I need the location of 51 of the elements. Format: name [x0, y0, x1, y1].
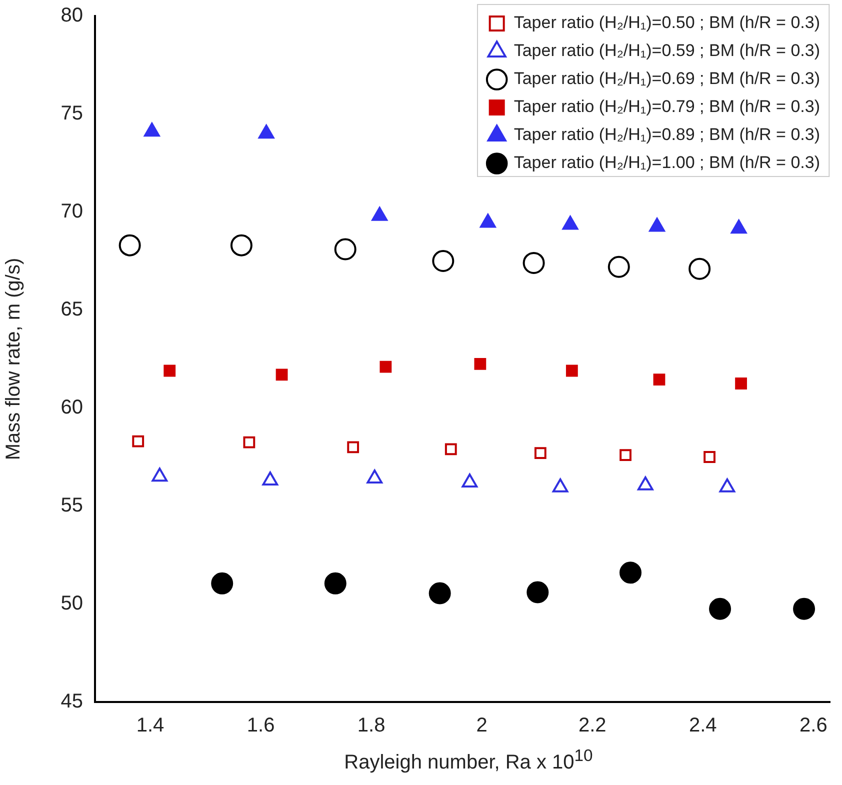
point — [132, 435, 144, 448]
x-tick-label: 2.4 — [688, 714, 717, 737]
point — [608, 256, 630, 278]
legend-label: Taper ratio (H₂/H₁)=1.00 ; BM (h/R = 0.3) — [514, 153, 820, 172]
point — [444, 443, 457, 456]
legend-label: Taper ratio (H₂/H₁)=0.50 ; BM (h/R = 0.3) — [514, 13, 820, 32]
point — [620, 449, 632, 461]
x-tick-label: 1.6 — [246, 714, 275, 737]
x-tick-label: 1.8 — [357, 714, 386, 737]
x-tick-label: 2.6 — [800, 714, 828, 737]
y-tick-label: 75 — [60, 102, 83, 125]
point — [653, 374, 666, 386]
point — [735, 378, 747, 390]
point — [522, 252, 545, 274]
point — [534, 447, 546, 460]
point — [688, 258, 711, 280]
x-axis-title: Rayleigh number, Ra x 10$^{10}$ — [343, 746, 594, 775]
legend-label: Taper ratio (H₂/H₁)=0.79 ; BM (h/R = 0.3) — [514, 97, 820, 116]
y-tick-label: 50 — [60, 592, 83, 615]
point — [474, 358, 486, 370]
y-tick-label: 65 — [60, 298, 83, 321]
y-tick-label: 45 — [60, 690, 83, 713]
point — [704, 451, 716, 463]
point — [211, 572, 234, 594]
legend-label: Taper ratio (H₂/H₁)=0.59 ; BM (h/R = 0.3) — [514, 41, 820, 60]
y-axis-title: Mass flow rate, m (g/s) — [2, 258, 25, 460]
point — [276, 368, 288, 381]
point — [324, 572, 346, 594]
point — [164, 364, 176, 377]
point — [709, 598, 732, 620]
point — [380, 360, 392, 373]
point — [428, 582, 451, 604]
y-tick-label: 70 — [60, 200, 83, 223]
y-tick-label: 55 — [60, 494, 83, 517]
point — [432, 250, 454, 272]
point — [347, 441, 360, 454]
y-tick-label: 60 — [60, 396, 83, 419]
x-tick-label: 2.2 — [578, 714, 606, 737]
point — [793, 598, 816, 620]
point — [118, 234, 141, 256]
y-tick-label: 80 — [60, 4, 83, 27]
point — [334, 238, 356, 260]
point — [566, 364, 578, 377]
legend-label: Taper ratio (H₂/H₁)=0.89 ; BM (h/R = 0.3) — [514, 125, 820, 144]
x-tick-label: 1.4 — [136, 714, 164, 737]
point — [620, 562, 642, 584]
point — [526, 581, 549, 604]
x-tick-label: 2 — [476, 714, 488, 737]
point — [243, 436, 256, 448]
point — [230, 234, 252, 256]
legend-label: Taper ratio (H₂/H₁)=0.69 ; BM (h/R = 0.3) — [514, 69, 820, 88]
